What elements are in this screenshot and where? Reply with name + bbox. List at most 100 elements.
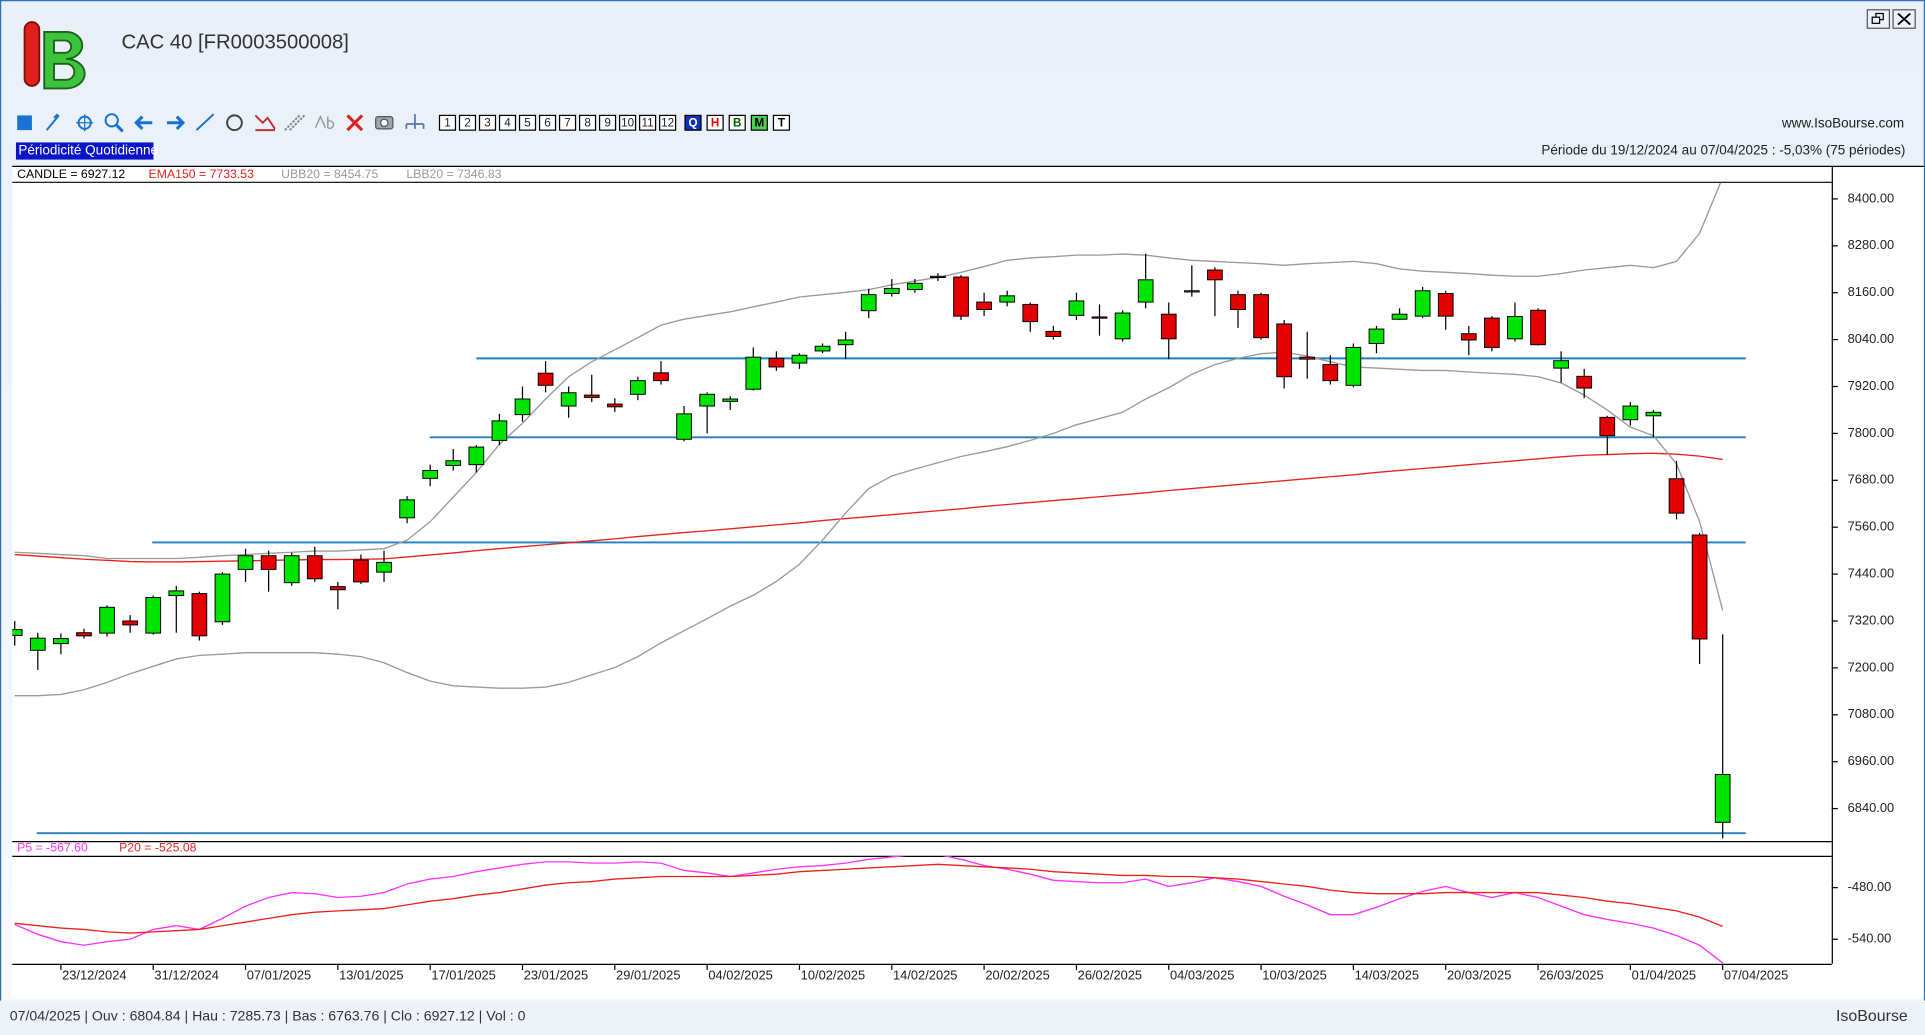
candle-body [514, 398, 531, 416]
y-tick-label: 7200.00 [1848, 659, 1895, 674]
x-tick-label: 13/01/2025 [339, 967, 403, 982]
indicator-line [14, 855, 1724, 964]
number-button-label[interactable]: 10 [621, 116, 634, 129]
oscillator-panel [14, 855, 1724, 964]
number-button-label[interactable]: 8 [584, 116, 590, 129]
price-panel [12, 182, 1746, 839]
number-button-label[interactable]: 12 [661, 116, 674, 129]
candle-body [12, 629, 23, 636]
y-tick-label: 8280.00 [1848, 237, 1895, 252]
candle-body [606, 403, 623, 408]
number-button[interactable] [618, 114, 637, 131]
candle-body [260, 555, 277, 570]
y-tick-label: 7560.00 [1848, 519, 1895, 534]
number-button[interactable] [518, 114, 537, 131]
x-tick-label: 04/03/2025 [1170, 967, 1234, 982]
number-button[interactable] [478, 114, 497, 131]
x-tick-label: 26/03/2025 [1539, 967, 1603, 982]
candle-body [1576, 375, 1593, 389]
candle-body [191, 593, 208, 637]
candle-body [999, 295, 1016, 303]
number-button-label[interactable]: 2 [464, 116, 470, 129]
candle-body [837, 339, 854, 346]
mode-button-label[interactable]: B [733, 116, 741, 129]
candle-body [214, 573, 231, 623]
candle-body [122, 620, 138, 626]
candle-body [1345, 346, 1362, 386]
candle-body [676, 413, 692, 440]
candle-body [630, 380, 646, 395]
number-button[interactable] [639, 114, 657, 131]
y-tick-label: 8400.00 [1848, 190, 1895, 205]
candle-body [1507, 316, 1523, 340]
y-tick-label: 7680.00 [1848, 472, 1895, 487]
candle-body [583, 394, 600, 398]
candle-body [168, 590, 185, 597]
y-tick-label: 7080.00 [1848, 706, 1895, 721]
candle-body [1160, 313, 1177, 340]
candle-body [1022, 303, 1039, 323]
candle-body [1276, 323, 1293, 378]
number-button-label[interactable]: 3 [484, 116, 490, 129]
number-button-label[interactable]: 6 [544, 116, 550, 129]
x-tick-label: 14/03/2025 [1355, 967, 1419, 982]
number-button[interactable] [578, 114, 597, 131]
number-button[interactable] [538, 114, 557, 131]
candle-body [1530, 309, 1546, 346]
x-tick-label: 01/04/2025 [1632, 967, 1696, 982]
number-button[interactable] [498, 114, 517, 131]
candle-body [283, 555, 300, 584]
candle-body [1691, 534, 1708, 640]
axes: 8400.00 8280.00 8160.00 8040.00 7920.00 7800.… [17, 167, 1894, 982]
candle-body [883, 287, 900, 294]
mode-button[interactable] [772, 114, 791, 131]
number-button-label[interactable]: 9 [604, 116, 610, 129]
number-button-label[interactable]: 7 [564, 116, 570, 129]
periodicity[interactable]: Périodicité Quotidienne [18, 143, 158, 158]
candle-body [1068, 300, 1085, 316]
candle-body [145, 597, 162, 634]
chart-frame [12, 165, 1924, 966]
mode-button[interactable] [684, 114, 702, 131]
mode-button-label[interactable]: Q [688, 116, 697, 129]
candle-body [1553, 360, 1569, 369]
mode-button[interactable] [706, 114, 724, 131]
legend-entry: EMA150 = 7733.53 [149, 167, 255, 181]
number-button-label[interactable]: 5 [524, 116, 530, 129]
number-button[interactable] [438, 114, 457, 131]
candle-body [1207, 269, 1223, 281]
candle-body [930, 275, 946, 279]
mode-button-label[interactable]: M [754, 116, 764, 129]
candle-body [445, 460, 462, 466]
number-button[interactable] [659, 114, 677, 131]
legend-entry: LBB20 = 7346.83 [406, 167, 501, 181]
mode-button[interactable] [750, 114, 768, 131]
number-button[interactable] [598, 114, 617, 131]
number-button-label[interactable]: 1 [444, 116, 450, 129]
number-button[interactable] [458, 114, 477, 131]
candle-body [1460, 333, 1477, 341]
x-tick-label: 20/03/2025 [1447, 967, 1511, 982]
candle-body [1299, 356, 1316, 360]
candle-body [399, 499, 415, 519]
candle-body [1599, 416, 1616, 437]
candle-body [791, 354, 808, 364]
period-buttons[interactable]: 1 2 3 4 5 6 7 8 9 10 11 12 Q H B M T [438, 114, 791, 131]
mode-button[interactable] [728, 114, 746, 131]
number-button-label[interactable]: 11 [642, 116, 654, 129]
mode-button-label[interactable]: H [711, 116, 719, 129]
candle-body [1391, 313, 1408, 320]
number-button-label[interactable]: 4 [504, 116, 511, 129]
number-button[interactable] [558, 114, 577, 131]
candle-body [1484, 317, 1500, 348]
candle-body [1368, 328, 1385, 344]
mode-button-label[interactable]: T [778, 116, 785, 129]
legend-entry: UBB20 = 8454.75 [281, 167, 378, 181]
candle-body [537, 372, 554, 386]
window-buttons[interactable] [1866, 9, 1916, 29]
y-tick-label: -540.00 [1848, 931, 1892, 946]
candle-body [422, 470, 439, 479]
candle-body [560, 392, 577, 407]
toolbar[interactable] [17, 113, 425, 133]
x-tick-label: 31/12/2024 [154, 967, 218, 982]
